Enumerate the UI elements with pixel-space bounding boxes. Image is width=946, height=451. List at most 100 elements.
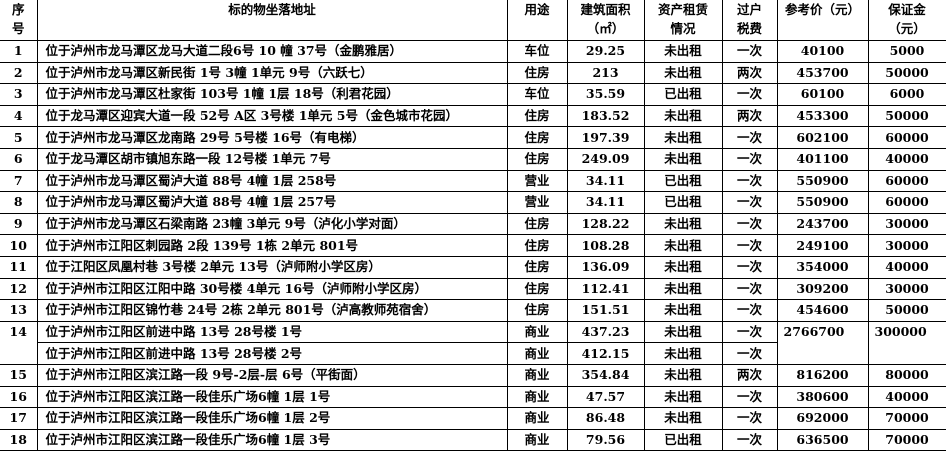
area-cell: 112.41 (566, 277, 645, 301)
header-seq: 序号 (0, 0, 38, 41)
address-cell: 位于泸州市龙马潭区蜀泸大道 88号 4幢 1层 258号 (36, 169, 508, 193)
price-cell: 380600 (776, 385, 869, 409)
use-cell: 住房 (506, 234, 568, 257)
area-cell: 34.11 (566, 169, 645, 193)
seq-cell: 5 (0, 126, 38, 149)
lease-cell: 未出租 (643, 407, 723, 430)
area-cell: 29.25 (566, 40, 645, 63)
table-row: 2 位于泸州市龙马潭区新民街 1号 3幢 1单元 9号（六跃七） 住房 213 未出租两… (0, 61, 946, 85)
use-cell: 住房 (506, 104, 568, 128)
table-row: 10 位于泸州市江阳区刺园路 2段 139号 1栋 2单元 801号 住房 108.2… (0, 234, 946, 257)
seq-cell: 11 (0, 255, 38, 279)
area-cell: 108.28 (566, 234, 645, 257)
deposit-cell: 50000 (867, 299, 946, 322)
lease-cell: 未出租 (643, 61, 723, 85)
area-cell: 151.51 (566, 299, 645, 322)
address-cell: 位于泸州市江阳区前进中路 13号 28号楼 2号 (36, 342, 508, 365)
header-deposit: 保证金 （元） (867, 0, 946, 41)
use-cell: 商业 (506, 363, 568, 387)
area-cell: 354.84 (566, 363, 645, 387)
tax-cell: 一次 (721, 320, 778, 344)
use-cell: 营业 (506, 191, 568, 214)
price-cell: 453700 (776, 61, 869, 85)
table-body: 1 位于泸州市龙马潭区龙马大道二段6号 10 幢 37号（金鹏雅居） 车位 29.25… (0, 40, 946, 451)
deposit-cell: 40000 (867, 255, 946, 279)
table-row: 5 位于泸州市龙马潭区龙南路 29号 5号楼 16号（有电梯） 住房 197.39 未出… (0, 126, 946, 149)
use-cell: 商业 (506, 385, 568, 409)
use-cell: 商业 (506, 428, 568, 451)
lease-cell: 未出租 (643, 363, 723, 387)
tax-cell: 一次 (721, 255, 778, 279)
lease-cell: 已出租 (643, 83, 723, 106)
address-cell: 位于泸州市龙马潭区龙南路 29号 5号楼 16号（有电梯） (36, 126, 508, 149)
use-cell: 住房 (506, 277, 568, 301)
address-cell: 位于泸州市江阳区滨江路一段佳乐广场6幢 1层 2号 (36, 407, 508, 430)
price-cell: 60100 (776, 83, 869, 106)
use-cell: 商业 (506, 407, 568, 430)
price-cell: 636500 (776, 428, 869, 451)
table-row: 17 位于泸州市江阳区滨江路一段佳乐广场6幢 1层 2号 商业 86.48 未出租 一次 6… (0, 407, 946, 430)
seq-cell: 2 (0, 61, 38, 85)
header-tax: 过户 税费 (721, 0, 778, 41)
lease-cell: 已出租 (643, 169, 723, 193)
area-cell: 437.23 (566, 320, 645, 344)
lease-cell: 未出租 (643, 126, 723, 149)
table-row: 11 位于江阳区凤凰村巷 3号楼 2单元 13号（泸师附小学区房） 住房 136.09… (0, 255, 946, 279)
header-tax-line1: 过户 (736, 2, 762, 17)
address-cell: 位于泸州市江阳区滨江路一段佳乐广场6幢 1层 3号 (36, 428, 508, 451)
table-row: 3 位于泸州市龙马潭区杜家街 103号 1幢 1层 18号（利君花园） 车位 35.5… (0, 83, 946, 106)
area-cell: 412.15 (566, 342, 645, 365)
address-cell: 位于泸州市江阳区前进中路 13号 28号楼 1号 (36, 320, 508, 344)
table-row: 6 位于龙马潭区胡市镇旭东路一段 12号楼 1单元 7号 住房 249.09 未出租 一次… (0, 147, 946, 171)
price-cell: 249100 (776, 234, 869, 257)
header-deposit-line2: （元） (888, 21, 926, 36)
price-cell: 401100 (776, 147, 869, 171)
deposit-cell: 70000 (867, 407, 946, 430)
price-cell: 453300 (776, 104, 869, 128)
deposit-cell: 5000 (867, 40, 946, 63)
tax-cell: 一次 (721, 169, 778, 193)
header-use: 用途 (506, 0, 568, 41)
tax-cell: 一次 (721, 212, 778, 236)
tax-cell: 一次 (721, 385, 778, 409)
deposit-cell: 300000 (867, 320, 946, 365)
area-cell: 79.56 (566, 428, 645, 451)
table-row: 15 位于泸州市江阳区滨江路一段 9号-2层-层 6号（平街面） 商业 354.84 未… (0, 363, 946, 387)
seq-cell: 10 (0, 234, 38, 257)
table-row: 13 位于泸州市江阳区锦竹巷 24号 2栋 2单元 801号（泸高教师苑宿舍） 住房… (0, 299, 946, 322)
seq-cell: 12 (0, 277, 38, 301)
header-area: 建筑面积 （㎡） (566, 0, 645, 41)
deposit-cell: 30000 (867, 234, 946, 257)
tax-cell: 两次 (721, 104, 778, 128)
table-row: 8 位于泸州市龙马潭区蜀泸大道 88号 4幢 1层 257号 营业 34.11 已出租一… (0, 191, 946, 214)
tax-cell: 两次 (721, 61, 778, 85)
table-row: 18 位于泸州市江阳区滨江路一段佳乐广场6幢 1层 3号 商业 79.56 已出租 一次 6… (0, 428, 946, 451)
use-cell: 商业 (506, 320, 568, 344)
seq-cell: 1 (0, 40, 38, 63)
deposit-cell: 30000 (867, 212, 946, 236)
deposit-cell: 40000 (867, 385, 946, 409)
area-cell: 136.09 (566, 255, 645, 279)
use-cell: 住房 (506, 299, 568, 322)
deposit-cell: 6000 (867, 83, 946, 106)
area-cell: 35.59 (566, 83, 645, 106)
table-row: 1 位于泸州市龙马潭区龙马大道二段6号 10 幢 37号（金鹏雅居） 车位 29.25… (0, 40, 946, 63)
lease-cell: 未出租 (643, 385, 723, 409)
deposit-cell: 60000 (867, 169, 946, 193)
seq-cell: 18 (0, 428, 38, 451)
table-row: 14 位于泸州市江阳区前进中路 13号 28号楼 1号 商业 437.23 未出租 一次 2… (0, 320, 946, 365)
lease-cell: 未出租 (643, 40, 723, 63)
deposit-cell: 80000 (867, 363, 946, 387)
price-cell: 354000 (776, 255, 869, 279)
tax-cell: 一次 (721, 234, 778, 257)
seq-cell: 17 (0, 407, 38, 430)
seq-cell: 4 (0, 104, 38, 128)
price-cell: 816200 (776, 363, 869, 387)
seq-cell: 16 (0, 385, 38, 409)
tax-cell: 一次 (721, 191, 778, 214)
seq-cell: 6 (0, 147, 38, 171)
address-cell: 位于泸州市龙马潭区蜀泸大道 88号 4幢 1层 257号 (36, 191, 508, 214)
tax-cell: 一次 (721, 147, 778, 171)
price-cell: 692000 (776, 407, 869, 430)
